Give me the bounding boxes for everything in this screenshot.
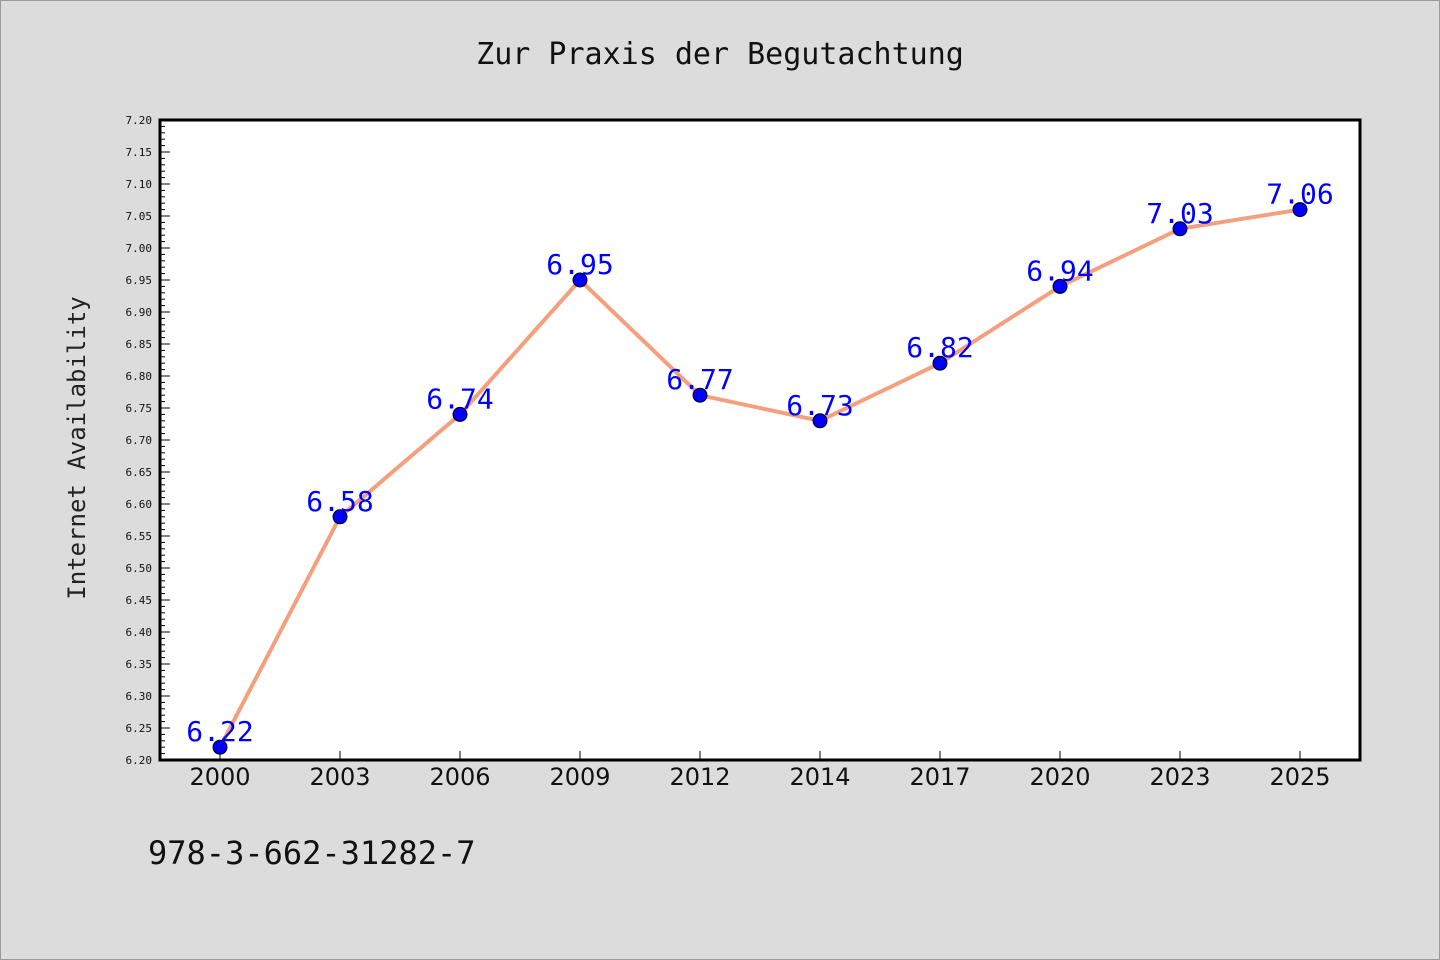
x-tick-label: 2025 <box>1269 763 1330 791</box>
y-tick-label: 6.45 <box>126 594 153 607</box>
x-tick-label: 2017 <box>909 763 970 791</box>
y-tick-label: 7.10 <box>126 178 153 191</box>
y-tick-label: 7.15 <box>126 146 153 159</box>
x-tick-label: 2000 <box>189 763 250 791</box>
x-tick-label: 2012 <box>669 763 730 791</box>
data-point <box>332 509 348 525</box>
data-label: 6.94 <box>1026 254 1093 287</box>
x-tick-label: 2020 <box>1029 763 1090 791</box>
y-tick-label: 6.60 <box>126 498 153 511</box>
data-point <box>1052 278 1068 294</box>
y-tick-label: 6.50 <box>126 562 153 575</box>
x-tick-label: 2006 <box>429 763 490 791</box>
data-label: 7.03 <box>1146 197 1213 230</box>
y-tick-label: 6.25 <box>126 722 153 735</box>
x-axis-ticks: 2000 2003 2006 2009 2012 2014 2017 2020 2023 2025 <box>189 751 1331 791</box>
data-label: 6.95 <box>546 248 613 281</box>
data-point <box>932 355 948 371</box>
data-label: 7.06 <box>1266 178 1333 211</box>
y-tick-label: 6.55 <box>126 530 153 543</box>
data-point <box>692 387 708 403</box>
y-tick-label: 7.20 <box>126 114 153 127</box>
data-point <box>452 406 468 422</box>
y-tick-label: 6.95 <box>126 274 153 287</box>
x-tick-label: 2009 <box>549 763 610 791</box>
data-label: 6.73 <box>786 389 853 422</box>
y-tick-label: 6.35 <box>126 658 153 671</box>
series-layer: 6.22 6.58 6.74 6.95 6.77 6.73 6.82 6.94 7.03 7.06 <box>186 178 1334 755</box>
data-label: 6.58 <box>306 485 373 518</box>
data-point <box>212 739 228 755</box>
x-tick-label: 2003 <box>309 763 370 791</box>
data-label: 6.22 <box>186 715 253 748</box>
data-label: 6.82 <box>906 331 973 364</box>
data-point <box>572 272 588 288</box>
x-tick-label: 2023 <box>1149 763 1210 791</box>
data-label: 6.74 <box>426 382 493 415</box>
y-tick-label: 6.20 <box>126 754 153 767</box>
y-tick-label: 6.65 <box>126 466 153 479</box>
data-point <box>812 413 828 429</box>
y-tick-label: 7.05 <box>126 210 153 223</box>
y-tick-label: 6.40 <box>126 626 153 639</box>
y-tick-label: 6.75 <box>126 402 153 415</box>
plot-area <box>158 118 1362 762</box>
y-tick-label: 6.85 <box>126 338 153 351</box>
data-point <box>1292 202 1308 218</box>
y-tick-label: 6.70 <box>126 434 153 447</box>
y-tick-label: 6.80 <box>126 370 153 383</box>
y-tick-label: 7.00 <box>126 242 153 255</box>
y-axis-label: Internet Availability <box>63 296 91 599</box>
series-line <box>218 207 1301 749</box>
data-label: 6.77 <box>666 363 733 396</box>
y-tick-label: 6.90 <box>126 306 153 319</box>
annotation-isbn: 978-3-662-31282-7 <box>148 834 476 872</box>
y-tick-label: 6.30 <box>126 690 153 703</box>
data-point <box>1172 221 1188 237</box>
chart-title: Zur Praxis der Begutachtung <box>476 37 964 72</box>
y-axis-ticks: 6.20 6.25 6.30 6.35 6.40 6.45 6.50 6.55 6.60 6.65… <box>126 114 170 767</box>
x-tick-label: 2014 <box>789 763 850 791</box>
